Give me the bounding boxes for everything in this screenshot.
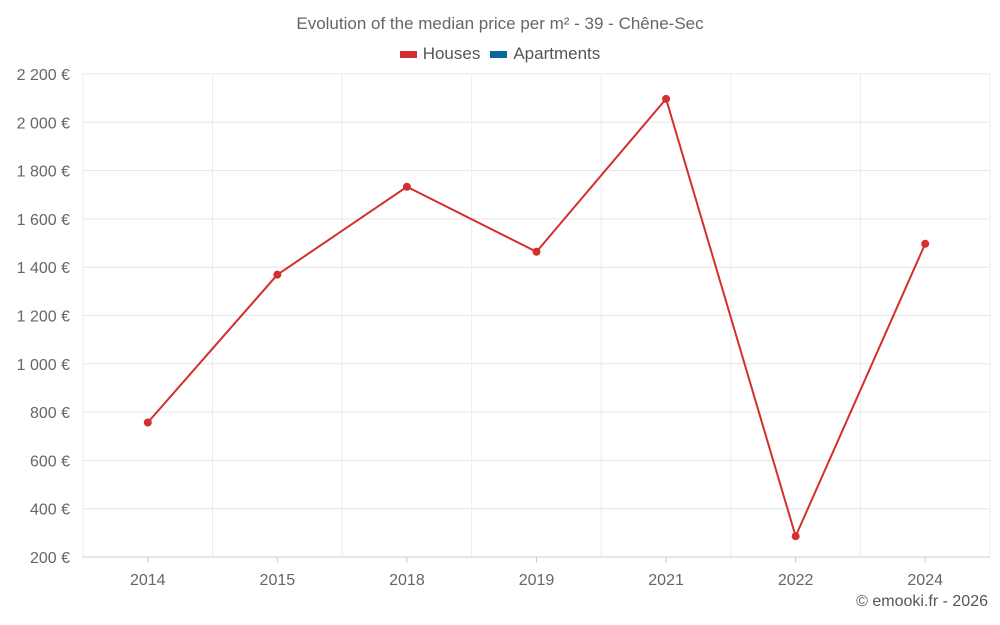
y-tick-label: 800 €	[30, 405, 70, 422]
x-tick-label: 2024	[907, 572, 943, 589]
y-tick-label: 2 000 €	[17, 115, 70, 132]
y-tick-label: 1 200 €	[17, 309, 70, 326]
x-tick-label: 2019	[519, 572, 555, 589]
y-tick-label: 200 €	[30, 550, 70, 567]
series-line-houses	[147, 97, 927, 538]
x-tick-label: 2014	[130, 572, 166, 589]
x-tick-label: 2015	[260, 572, 296, 589]
y-tick-label: 400 €	[30, 502, 70, 519]
x-axis: 2014 2015 2018 2019 2021 2022 2024	[83, 556, 990, 589]
chart-title: Evolution of the median price per m² - 3…	[296, 14, 704, 33]
x-tick-label: 2021	[648, 572, 684, 589]
series-layer	[143, 94, 930, 541]
y-tick-label: 1 000 €	[17, 357, 70, 374]
grid	[82, 73, 991, 558]
data-point[interactable]	[921, 239, 930, 248]
y-tick-label: 1 800 €	[17, 164, 70, 181]
legend-item-houses[interactable]: Houses	[399, 44, 481, 64]
y-tick-label: 600 €	[30, 453, 70, 470]
legend-swatch-apartments	[490, 50, 508, 58]
data-point[interactable]	[662, 94, 671, 103]
data-point[interactable]	[273, 270, 282, 279]
y-tick-label: 2 200 €	[17, 67, 70, 84]
y-tick-label: 1 600 €	[17, 212, 70, 229]
legend-label-apartments: Apartments	[513, 44, 601, 63]
legend-label-houses: Houses	[422, 44, 481, 63]
data-point[interactable]	[532, 247, 541, 256]
legend: Houses Apartments	[0, 44, 1000, 64]
legend-item-apartments[interactable]: Apartments	[490, 44, 600, 64]
legend-swatch-houses	[399, 50, 417, 58]
y-axis: 200 € 400 € 600 € 800 € 1 000 € 1 200 € 1 400 …	[17, 67, 70, 567]
y-tick-label: 1 400 €	[17, 260, 70, 277]
x-tick-label: 2022	[778, 572, 814, 589]
credit-text: © emooki.fr - 2026	[856, 593, 988, 610]
data-point[interactable]	[143, 418, 152, 427]
x-tick-label: 2018	[389, 572, 425, 589]
data-point[interactable]	[402, 182, 411, 191]
data-point[interactable]	[791, 532, 800, 541]
